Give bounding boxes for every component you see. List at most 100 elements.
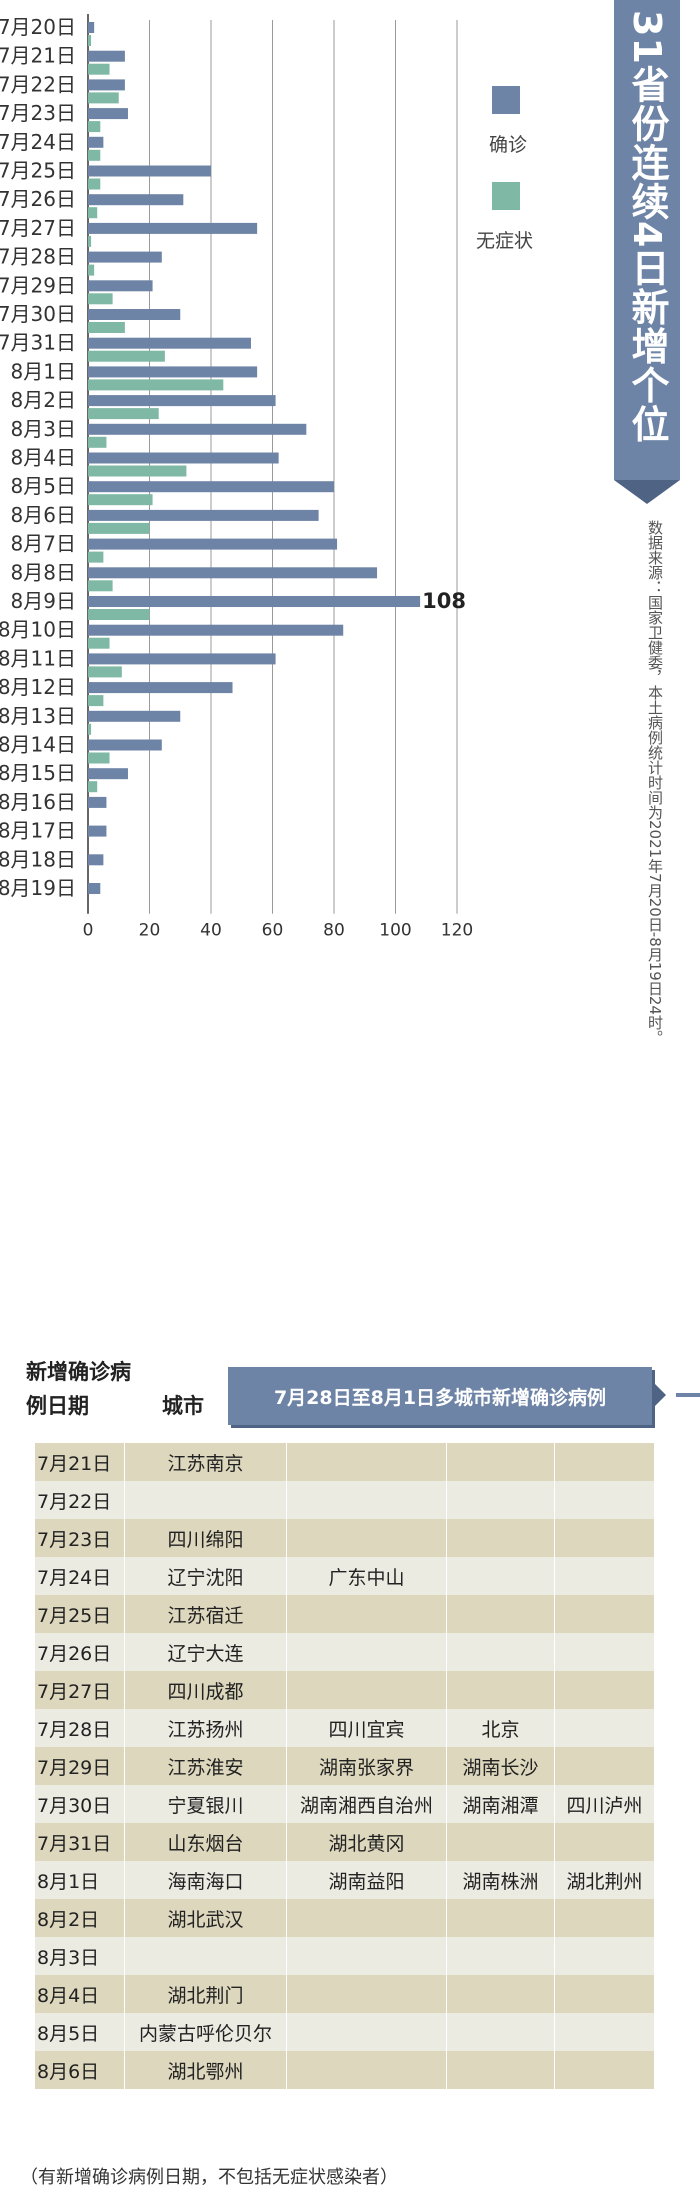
bar-confirmed: [88, 136, 104, 148]
y-tick-label: 7月27日: [0, 216, 76, 240]
row-date: 7月27日: [34, 1671, 125, 1709]
row-date: 8月6日: [34, 2051, 125, 2089]
row-city: [554, 1975, 655, 2013]
bar-asymptomatic: [88, 436, 107, 448]
row-city: [554, 1937, 655, 1975]
bar-confirmed: [88, 280, 153, 292]
row-city: 湖北武汉: [124, 1899, 287, 1937]
y-tick-label: 7月26日: [0, 187, 76, 211]
row-city: [446, 1557, 555, 1595]
row-city: 北京: [446, 1709, 555, 1747]
row-city: 辽宁大连: [124, 1633, 287, 1671]
bar-confirmed: [88, 165, 211, 177]
y-tick-label: 8月14日: [0, 733, 76, 757]
bar-confirmed: [88, 194, 184, 206]
bar-confirmed: [88, 854, 104, 866]
row-city: 湖南长沙: [446, 1747, 555, 1785]
y-tick-label: 7月28日: [0, 245, 76, 269]
bar-confirmed: [88, 452, 279, 464]
row-date: 8月5日: [34, 2013, 125, 2051]
table-row: 7月23日 四川绵阳: [34, 1519, 655, 1557]
y-tick-label: 8月16日: [0, 790, 76, 814]
row-city: 湖北鄂州: [124, 2051, 287, 2089]
bar-asymptomatic: [88, 207, 98, 219]
row-city: [554, 1823, 655, 1861]
bar-confirmed: [88, 596, 421, 607]
row-city: [446, 1633, 555, 1671]
row-city: 辽宁沈阳: [124, 1557, 287, 1595]
row-city: 四川泸州: [554, 1785, 655, 1823]
table-title-banner: 7月28日至8月1日多城市新增确诊病例: [228, 1367, 652, 1425]
y-tick-label: 7月31日: [0, 331, 76, 355]
row-date: 7月24日: [34, 1557, 125, 1595]
y-tick-label: 8月7日: [11, 532, 76, 556]
bar-confirmed: [88, 395, 276, 407]
bar-confirmed: [88, 50, 125, 62]
table-banner-tail: [676, 1393, 700, 1397]
bar-confirmed: [88, 423, 307, 435]
row-city: 江苏淮安: [124, 1747, 287, 1785]
legend-swatch-asymptomatic: [492, 182, 520, 210]
y-tick-label: 7月24日: [0, 130, 76, 154]
bar-asymptomatic: [88, 408, 159, 420]
bar-asymptomatic: [88, 666, 122, 678]
bar-confirmed: [88, 538, 338, 550]
row-city: [554, 1443, 655, 1481]
bar-confirmed: [88, 108, 128, 120]
y-tick-label: 7月29日: [0, 273, 76, 297]
bar-asymptomatic: [88, 322, 125, 333]
y-tick-label: 8月12日: [0, 675, 76, 699]
y-tick-label: 7月23日: [0, 101, 76, 125]
row-city: 四川宜宾: [286, 1709, 447, 1747]
bar-confirmed: [88, 509, 319, 521]
row-city: 江苏扬州: [124, 1709, 287, 1747]
case-city-table: 7月21日 江苏南京 7月22日 7月23日 四川绵阳 7月24日 辽宁沈阳 广东中山 7月25…: [34, 1443, 655, 2089]
y-tick-label: 8月10日: [0, 618, 76, 642]
bar-asymptomatic: [88, 379, 224, 391]
row-date: 8月1日: [34, 1861, 125, 1899]
row-city: [286, 1937, 447, 1975]
data-label: 108: [422, 589, 466, 613]
bar-confirmed: [88, 481, 334, 493]
row-city: [286, 1519, 447, 1557]
table-row: 8月1日 海南海口 湖南益阳 湖南株洲 湖北荆州: [34, 1861, 655, 1899]
bar-asymptomatic: [88, 149, 101, 161]
row-city: [124, 1937, 287, 1975]
row-city: [286, 1671, 447, 1709]
y-tick-label: 8月5日: [11, 474, 76, 498]
y-tick-label: 8月8日: [11, 560, 76, 584]
row-city: [286, 1633, 447, 1671]
row-city: [554, 1671, 655, 1709]
row-city: [446, 1975, 555, 2013]
table-row: 7月21日 江苏南京: [34, 1443, 655, 1481]
bar-confirmed: [88, 825, 107, 837]
bar-confirmed: [88, 22, 95, 33]
bar-asymptomatic: [88, 63, 110, 75]
row-city: [286, 1443, 447, 1481]
row-city: [446, 1481, 555, 1519]
y-tick-label: 7月20日: [0, 15, 76, 39]
y-tick-label: 8月3日: [11, 417, 76, 441]
row-date: 7月26日: [34, 1633, 125, 1671]
table-row: 7月24日 辽宁沈阳 广东中山: [34, 1557, 655, 1595]
y-tick-label: 8月18日: [0, 847, 76, 871]
row-city: 四川绵阳: [124, 1519, 287, 1557]
bar-confirmed: [88, 739, 162, 751]
row-date: 8月3日: [34, 1937, 125, 1975]
row-city: 山东烟台: [124, 1823, 287, 1861]
y-tick-label: 7月21日: [0, 44, 76, 68]
table-header-city: 城市: [162, 1394, 204, 1418]
row-city: 宁夏银川: [124, 1785, 287, 1823]
bar-confirmed: [88, 682, 233, 694]
row-city: 江苏宿迁: [124, 1595, 287, 1633]
y-tick-label: 8月2日: [11, 388, 76, 412]
bar-asymptomatic: [88, 752, 110, 764]
row-city: 内蒙古呼伦贝尔: [124, 2013, 287, 2051]
row-city: [554, 1519, 655, 1557]
y-tick-label: 8月19日: [0, 876, 76, 900]
bar-confirmed: [88, 796, 107, 808]
row-city: 湖南湘潭: [446, 1785, 555, 1823]
chart-source-note: 数据来源：国家卫健委，本土病例统计时间为2021年7月20日-8月19日24时。: [646, 520, 664, 1045]
row-date: 7月23日: [34, 1519, 125, 1557]
row-city: 湖北黄冈: [286, 1823, 447, 1861]
